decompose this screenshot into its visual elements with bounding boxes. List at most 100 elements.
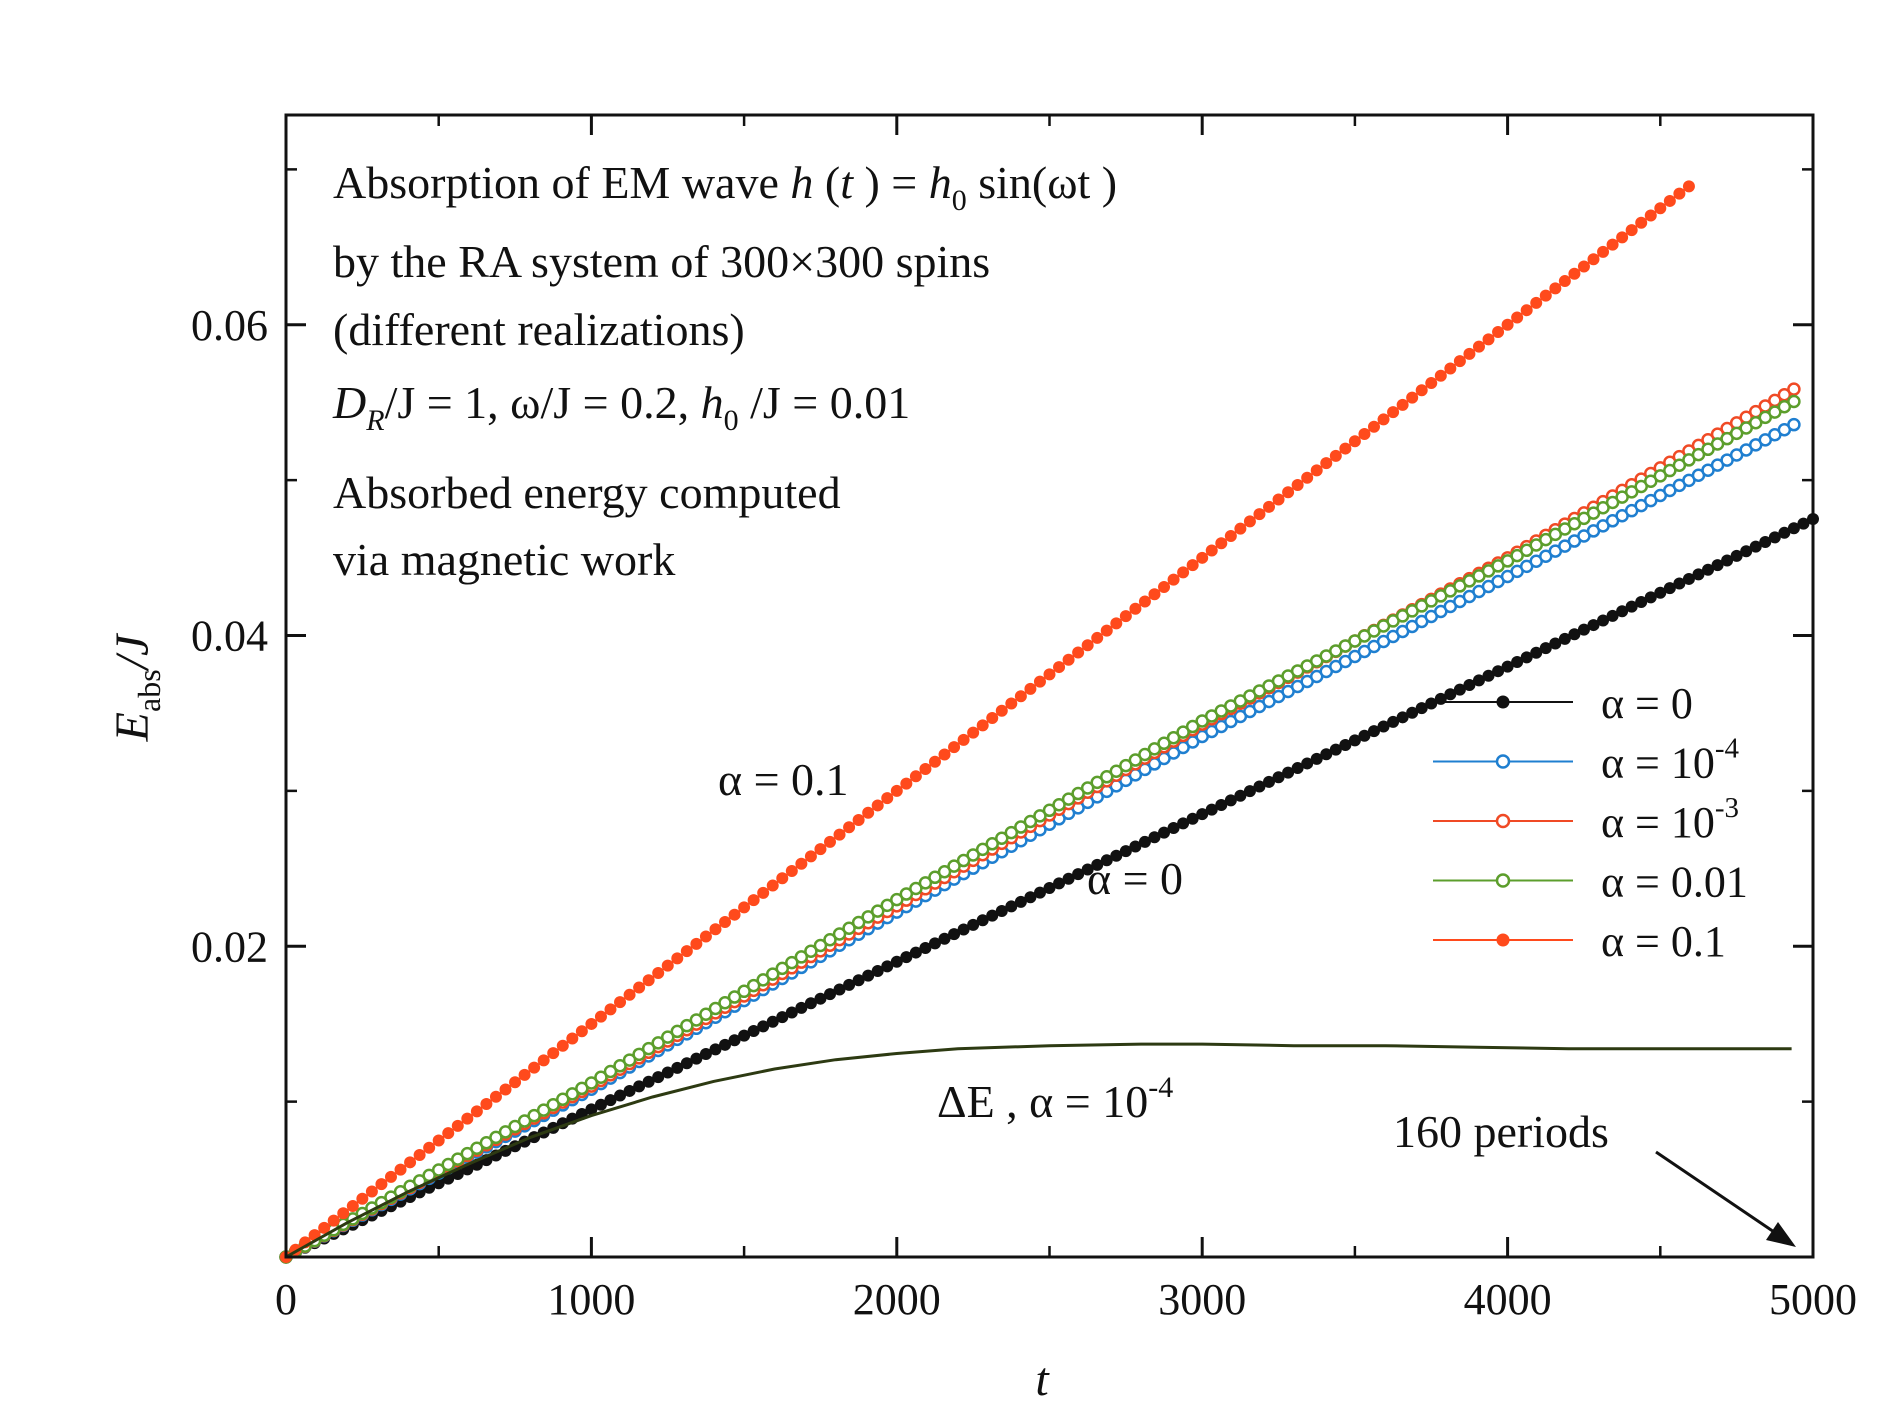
data-point [423,1141,436,1154]
data-point [843,978,856,991]
x-tick-label: 3000 [1158,1275,1246,1324]
data-point [623,1084,636,1097]
data-point [747,894,760,907]
data-point [413,1149,426,1162]
data-point [1492,326,1505,339]
data-point [594,1070,608,1085]
data-point [1109,764,1124,778]
data-point [1157,736,1171,751]
data-point [1147,742,1162,756]
data-point [890,955,903,968]
data-point [1530,646,1543,659]
data-point [833,828,846,841]
data-point [843,821,856,834]
data-point [1177,817,1190,830]
data-point [1682,572,1695,585]
data-point [1072,868,1085,881]
data-point [632,1047,646,1062]
data-point [1196,551,1209,564]
annotation-alpha-0-1: α = 0.1 [718,754,849,805]
data-point [880,898,895,913]
data-point [1472,340,1485,353]
data-point [1444,362,1457,375]
data-point [670,1024,685,1039]
data-point [1263,500,1276,513]
data-point [1282,486,1295,499]
data-point [918,876,933,890]
data-point [1158,580,1171,593]
data-point [1787,394,1801,409]
data-point [957,923,970,936]
data-point [708,1001,723,1016]
data-point [346,1200,359,1213]
data-point [1243,785,1256,798]
data-point [1071,786,1085,801]
data-point [1530,296,1543,309]
legend-label: α = 0.1 [1601,917,1726,966]
x-axis-label: t [1035,1353,1050,1406]
data-point [1291,478,1304,491]
data-point [442,1127,455,1140]
data-point [1387,715,1400,728]
legend-item: α = 0 [1433,679,1693,728]
data-point [775,961,790,976]
data-point [1215,537,1228,550]
data-point [1042,803,1057,818]
data-point [738,901,751,914]
data-point [709,1043,722,1056]
data-point [461,1112,474,1125]
data-point [1329,449,1342,462]
data-point [1166,730,1181,745]
data-point [1272,493,1285,506]
data-point [1186,559,1199,572]
data-point [1625,224,1638,237]
data-point [833,983,846,996]
data-point [633,981,646,994]
data-point [671,1061,684,1074]
data-point [1320,748,1333,761]
data-point [919,941,932,954]
data-point [785,1006,798,1019]
data-point [832,927,847,941]
data-point [1339,738,1352,751]
svg-text:Eabs/J: Eabs/J [106,632,167,742]
data-point [1196,808,1209,821]
data-point [604,1003,617,1016]
data-point [728,1034,741,1047]
data-point [813,938,828,953]
data-point [871,799,884,812]
data-point [814,992,827,1005]
data-point [517,1114,532,1128]
data-point [1568,628,1581,641]
data-point [1263,775,1276,788]
data-point [661,1030,675,1044]
data-point [1568,267,1581,280]
data-point [1348,734,1361,747]
x-tick-label: 0 [275,1275,297,1324]
data-point [680,1018,694,1033]
legend-marker [1495,813,1511,829]
data-point [1185,719,1200,734]
y-axis-label: Eabs/J [106,632,167,742]
data-point [852,814,865,827]
data-point [680,945,693,958]
data-point [1061,792,1076,806]
data-point [727,990,742,1004]
data-point [1234,522,1247,535]
data-point [623,988,636,1001]
data-point [862,969,875,982]
data-point [1673,577,1686,590]
data-point [1282,766,1295,779]
y-tick-label: 0.04 [191,612,268,661]
data-point [947,859,961,873]
data-point [689,1013,704,1027]
data-point [699,1048,712,1061]
data-point [489,1090,502,1103]
data-point [641,1041,656,1056]
legend-marker [1496,695,1510,709]
data-point [919,763,932,776]
legend-item: α = 0.1 [1433,917,1726,966]
data-point [699,1007,713,1021]
data-point [909,881,923,896]
data-point [1176,725,1190,739]
